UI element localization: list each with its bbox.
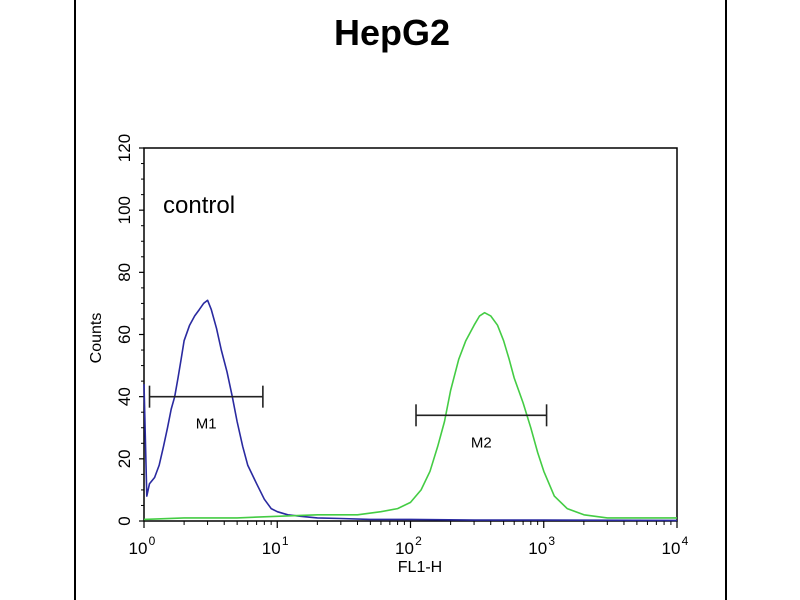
x-tick-exponent: 1 <box>282 534 289 548</box>
x-tick-label: 10 <box>262 539 281 558</box>
image-frame-left <box>74 0 76 600</box>
y-tick-label: 0 <box>115 516 134 525</box>
control-annotation: control <box>163 192 235 219</box>
x-tick-exponent: 4 <box>682 534 689 548</box>
chart-title: HepG2 <box>334 12 450 53</box>
x-tick-exponent: 2 <box>415 534 422 548</box>
x-tick-label: 10 <box>662 539 681 558</box>
x-tick-label: 10 <box>129 539 148 558</box>
histogram-series-1 <box>143 299 678 522</box>
y-axis-label: Counts <box>88 313 105 364</box>
x-axis-label: FL1-H <box>398 559 442 576</box>
y-tick-label: 60 <box>115 325 134 344</box>
x-tick-label: 10 <box>395 539 414 558</box>
series-layer <box>143 299 678 522</box>
y-tick-label: 120 <box>115 134 134 162</box>
y-tick-label: 100 <box>115 196 134 224</box>
gates-layer: M1 M2 <box>148 385 548 451</box>
gate-m1-label: M1 <box>196 416 217 433</box>
y-tick-label: 20 <box>115 449 134 468</box>
x-tick-exponent: 0 <box>149 534 156 548</box>
gate-m2-label: M2 <box>471 434 492 451</box>
y-tick-label: 80 <box>115 263 134 282</box>
x-tick-label: 10 <box>528 539 547 558</box>
y-axis: 0 20 40 60 80 100 120 <box>115 134 144 526</box>
y-tick-label: 40 <box>115 387 134 406</box>
image-frame-right <box>725 0 727 600</box>
x-tick-exponent: 3 <box>548 534 555 548</box>
x-axis: 10 0 10 1 10 2 10 3 10 4 <box>129 521 689 558</box>
histogram-series-2 <box>143 311 677 521</box>
